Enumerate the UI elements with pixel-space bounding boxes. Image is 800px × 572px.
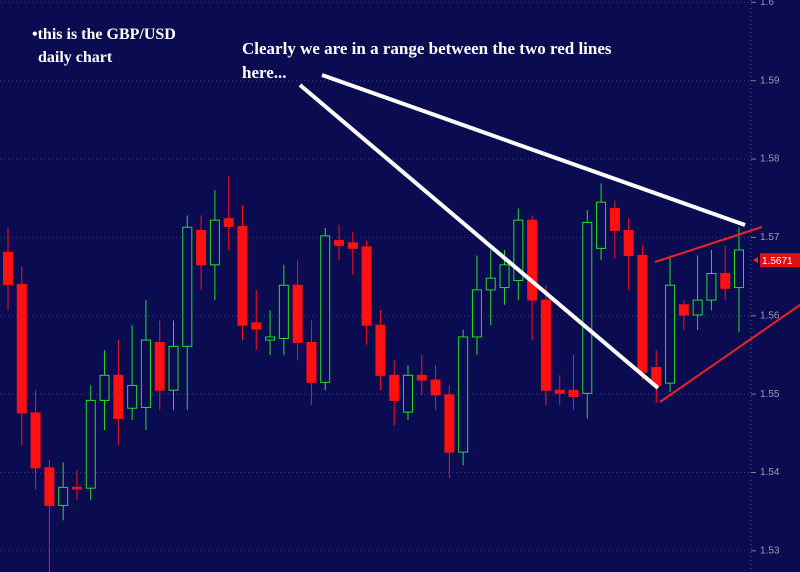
candle-body [444,394,455,453]
candle-body [306,341,317,383]
candle-body [99,374,110,401]
candle-body [334,240,345,246]
last-price-marker [753,257,758,264]
candle-body [251,322,262,330]
candle-body [609,207,620,231]
candle-body [665,284,676,384]
candle-body [402,374,413,413]
candle-body [568,389,579,397]
candle-body [458,336,469,453]
candle-body [223,218,234,227]
support-line [659,304,800,403]
candle-body [292,284,303,343]
candle-body [320,235,331,383]
annotation-arrow [298,83,660,390]
last-price-label: 1.5671 [762,256,793,267]
candle-body [154,341,165,391]
y-tick-label: 1.59 [760,75,780,86]
candle-body [623,229,634,256]
candle-body [182,226,193,347]
candle-body [278,284,289,339]
candle-body [637,254,648,373]
candle-body [168,345,179,391]
candle-body [237,225,248,326]
candle-body [44,467,55,506]
candle-body [71,486,82,490]
y-tick-label: 1.6 [760,0,774,8]
candle-body [485,277,496,291]
candle-body [16,283,27,414]
candle-body [540,299,551,391]
candle-body [499,264,510,289]
candle-body [209,219,220,266]
candle-body [734,249,744,289]
candle-body [3,251,13,285]
candle-body [127,385,138,409]
candle-body [720,272,731,289]
candle-body [582,222,593,394]
comment-text: Clearly we are in a range between the tw… [242,39,612,58]
candle-body [140,339,151,408]
candle-body [85,399,96,489]
y-tick-label: 1.56 [760,310,780,321]
candle-body [706,272,717,301]
candle-body [416,374,427,381]
candle-body [527,219,538,301]
candle-body [471,289,482,338]
candle-body [430,379,441,396]
candle-body [554,389,565,394]
candle-body [513,219,524,282]
y-tick-label: 1.57 [760,232,780,243]
y-tick-label: 1.58 [760,154,780,165]
candle-body [30,412,41,469]
last-price-box [760,253,800,268]
y-tick-label: 1.54 [760,467,780,478]
note-text: daily chart [38,49,113,66]
comment-text: here... [242,63,287,82]
note-text: •this is the GBP/USD [32,26,176,43]
y-tick-label: 1.53 [760,545,780,556]
candle-body [58,486,69,506]
annotation-arrow [321,73,746,227]
candle-body [265,336,276,341]
candle-body [113,374,124,419]
candle-body [196,229,207,266]
candle-body [596,201,607,249]
candle-body [692,299,703,316]
candle-body [361,246,372,326]
y-tick-label: 1.55 [760,389,780,400]
candle-body [389,374,400,401]
resistance-line [654,226,763,263]
candle-body [347,242,358,249]
candle-body [375,324,386,376]
candle-body [678,304,689,316]
